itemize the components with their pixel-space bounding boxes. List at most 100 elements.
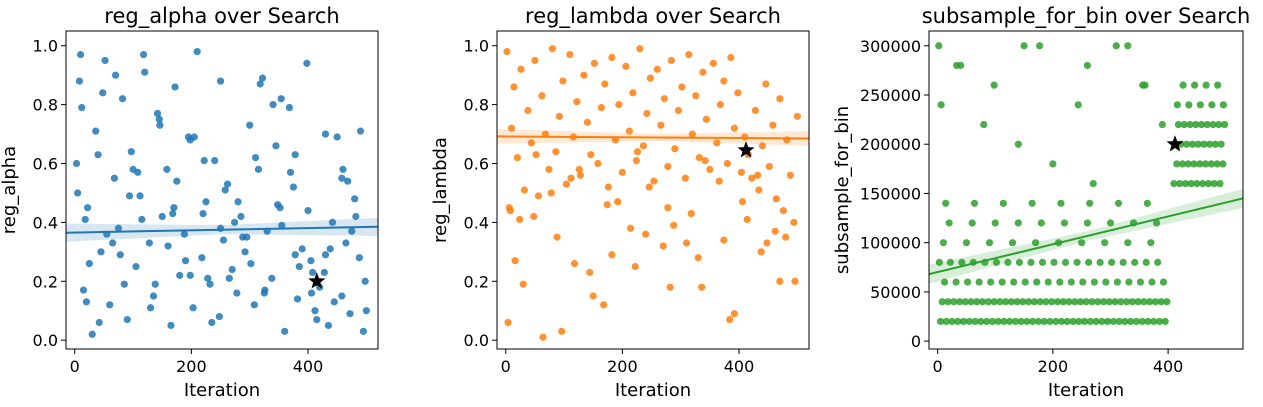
data-point xyxy=(1187,180,1195,188)
data-point xyxy=(1006,317,1014,326)
data-point xyxy=(971,317,979,326)
data-point xyxy=(1181,180,1189,188)
data-point xyxy=(755,186,763,194)
data-point xyxy=(608,251,616,259)
data-point xyxy=(738,198,747,206)
data-point xyxy=(671,145,679,153)
data-point xyxy=(1155,317,1164,326)
data-point xyxy=(1119,258,1127,266)
data-point xyxy=(1108,258,1116,266)
data-point xyxy=(193,48,201,56)
data-point xyxy=(626,224,635,232)
data-point xyxy=(1188,140,1196,148)
chart-title: subsample_for_bin over Search xyxy=(922,4,1251,29)
data-point xyxy=(555,112,564,120)
data-point xyxy=(1143,199,1151,207)
data-point xyxy=(646,74,654,82)
data-point xyxy=(782,233,790,241)
data-point xyxy=(198,254,206,262)
data-point xyxy=(636,45,644,53)
data-point xyxy=(990,81,998,89)
y-tick-label: 250000 xyxy=(860,86,921,105)
data-point xyxy=(1036,42,1044,50)
data-point xyxy=(1034,317,1043,326)
data-point xyxy=(763,239,771,247)
data-point xyxy=(79,286,88,294)
data-point xyxy=(1017,317,1025,326)
data-point xyxy=(942,199,950,207)
data-point xyxy=(583,118,591,126)
data-point xyxy=(1217,140,1225,148)
data-point xyxy=(99,89,107,97)
data-point xyxy=(748,174,756,182)
data-point xyxy=(1056,278,1064,286)
data-point xyxy=(1115,317,1123,326)
data-point xyxy=(743,215,751,224)
data-point xyxy=(1060,219,1068,227)
data-point xyxy=(1159,278,1168,286)
data-point xyxy=(1084,258,1093,266)
data-point xyxy=(281,327,289,335)
data-point xyxy=(326,245,334,253)
data-point xyxy=(618,168,626,176)
data-point xyxy=(970,199,979,207)
data-point xyxy=(338,292,346,300)
data-point xyxy=(950,298,958,306)
data-point xyxy=(81,215,89,224)
data-point xyxy=(1111,298,1119,306)
data-point xyxy=(967,298,975,306)
data-point xyxy=(123,315,131,324)
data-point xyxy=(940,278,949,286)
data-point xyxy=(674,106,682,115)
data-point xyxy=(1124,239,1132,247)
data-point xyxy=(520,186,529,194)
data-point xyxy=(664,162,672,171)
data-point xyxy=(952,278,960,286)
data-point xyxy=(1157,298,1165,306)
y-tick-label: 1.0 xyxy=(464,37,489,56)
data-point xyxy=(180,230,188,238)
data-point xyxy=(694,254,702,262)
data-point xyxy=(333,133,341,141)
data-point xyxy=(758,142,766,150)
data-point xyxy=(74,189,82,197)
data-point xyxy=(1124,42,1132,50)
data-point xyxy=(973,298,981,306)
data-point xyxy=(983,317,991,326)
data-point xyxy=(320,268,328,277)
data-point xyxy=(730,124,738,132)
data-point xyxy=(1205,140,1214,148)
data-point xyxy=(1163,298,1171,306)
data-point xyxy=(118,95,127,103)
data-point xyxy=(1200,140,1208,148)
data-point xyxy=(1144,317,1152,326)
data-point xyxy=(513,154,522,162)
data-point xyxy=(545,165,553,173)
data-point xyxy=(1023,317,1031,326)
x-tick-label: 0 xyxy=(933,357,943,376)
data-point xyxy=(984,298,992,306)
data-point xyxy=(261,286,269,294)
data-point xyxy=(1082,298,1090,306)
data-point xyxy=(791,277,799,285)
data-point xyxy=(570,260,579,268)
data-point xyxy=(1104,317,1112,326)
data-point xyxy=(303,59,311,67)
data-point xyxy=(597,103,605,112)
data-point xyxy=(991,219,999,227)
data-point xyxy=(511,257,519,265)
data-point xyxy=(313,315,321,324)
data-point xyxy=(221,186,229,194)
data-point xyxy=(1114,199,1123,207)
y-tick-label: 200000 xyxy=(860,135,921,154)
data-point xyxy=(670,221,678,229)
data-point xyxy=(1182,140,1191,148)
data-point xyxy=(246,121,254,129)
data-point xyxy=(156,121,164,129)
data-point xyxy=(1046,317,1054,326)
data-point xyxy=(1173,101,1181,109)
data-point xyxy=(965,317,973,326)
data-point xyxy=(348,227,356,235)
data-point xyxy=(1191,81,1199,89)
data-point xyxy=(629,89,637,97)
